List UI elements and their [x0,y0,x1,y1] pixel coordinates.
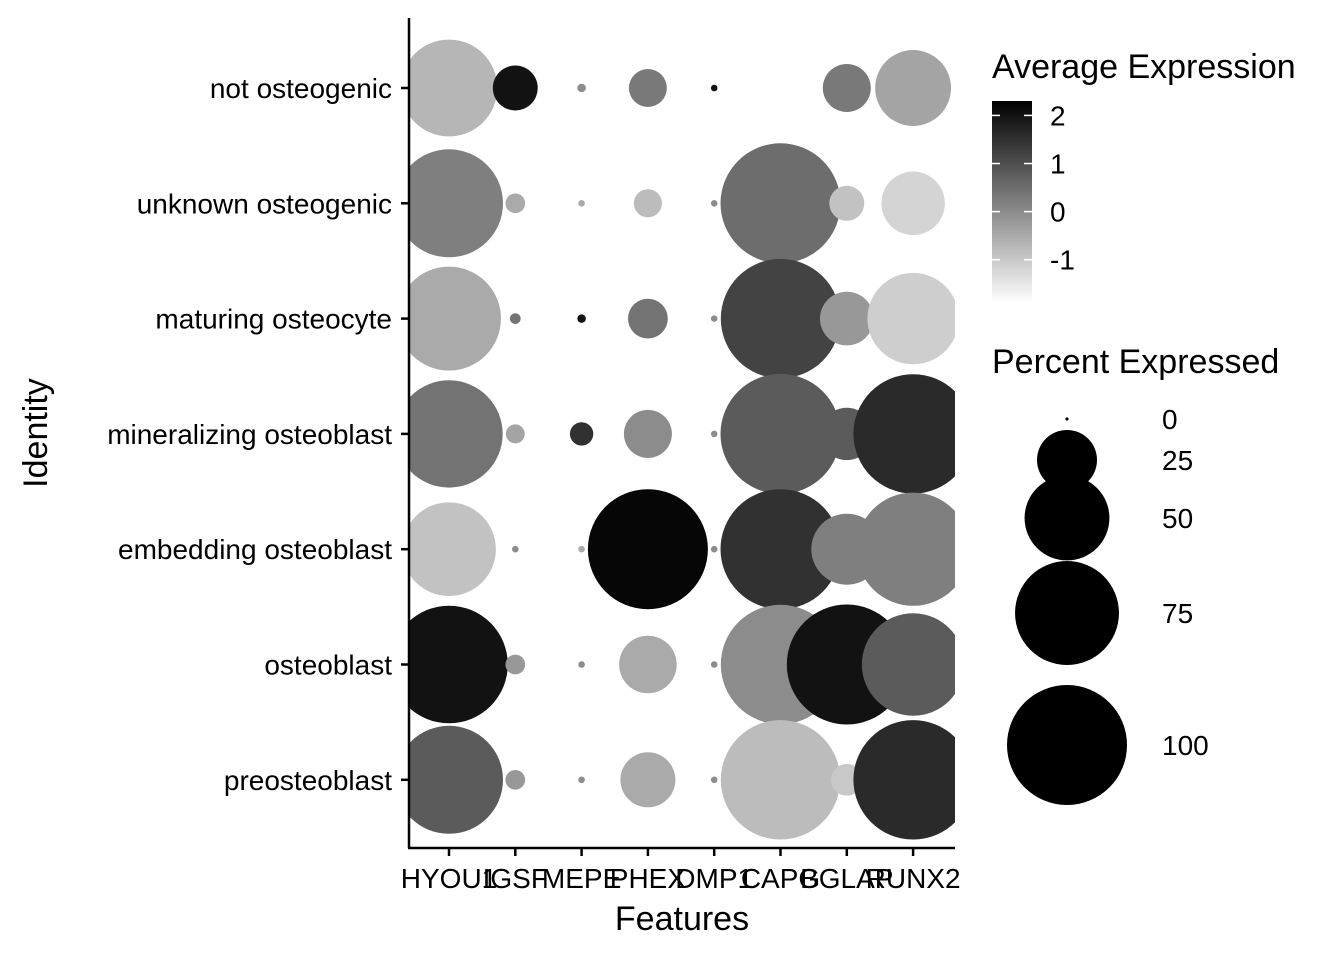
size-key-label: 0 [1162,404,1178,435]
dot-dmp1-not-osteogenic [710,84,718,92]
color-tick-label: -1 [1050,245,1075,276]
dot-dmp1-embedding-osteoblast [710,545,718,553]
dot-phex-mineralizing-osteoblast [623,409,672,458]
dot-igsf-mineralizing-osteoblast [505,424,525,444]
x-tick-label: HYOU1 [401,863,497,894]
dot-phex-osteoblast [619,635,677,694]
dot-runx2-not-osteogenic [875,50,952,126]
dot-mepe-maturing-osteocyte [577,314,586,323]
dot-phex-preosteoblast [620,752,676,808]
dot-runx2-unknown-osteogenic [881,171,945,236]
x-tick-label: DMP1 [675,863,753,894]
dot-dmp1-mineralizing-osteoblast [710,430,718,438]
dot-igsf-not-osteogenic [492,65,538,111]
y-tick-label: maturing osteocyte [155,304,392,335]
y-tick-label: preosteoblast [224,765,392,796]
color-bar [992,101,1032,303]
dot-hyou1-embedding-osteoblast [409,502,496,597]
dot-mepe-not-osteogenic [577,83,586,93]
dot-capg-maturing-osteocyte [720,258,841,379]
dot-hyou1-preosteoblast [409,725,503,834]
dot-capg-not-osteogenic [722,30,839,146]
y-tick-label: embedding osteoblast [118,534,392,565]
x-tick-label: BGLAP [800,863,893,894]
dot-phex-unknown-osteogenic [633,189,662,218]
dot-capg-mineralizing-osteoblast [720,373,841,494]
dot-hyou1-unknown-osteogenic [409,149,503,258]
dot-phex-not-osteogenic [628,69,667,107]
size-key-dot [1065,417,1069,421]
x-tick-label: IGSF [483,863,548,894]
size-key-label: 100 [1162,730,1209,761]
dot-igsf-embedding-osteoblast [512,545,519,553]
x-tick-label: PHEX [610,863,687,894]
dot-capg-unknown-osteogenic [720,143,841,264]
dot-dmp1-maturing-osteocyte [710,315,718,322]
dot-capg-embedding-osteoblast [720,489,841,610]
dot-mepe-embedding-osteoblast [578,545,585,553]
dot-bglap-maturing-osteocyte [819,291,874,346]
dot-bglap-not-osteogenic [822,64,871,112]
dot-runx2-mineralizing-osteoblast [853,374,955,494]
dot-runx2-osteoblast [861,613,955,716]
x-tick-label: MEPE [542,863,621,894]
dot-runx2-maturing-osteocyte [867,272,955,365]
x-tick-label: RUNX2 [866,863,961,894]
size-key-label: 50 [1162,503,1193,534]
dot-mepe-osteoblast [578,661,585,668]
dot-phex-maturing-osteocyte [628,298,668,339]
dot-igsf-preosteoblast [505,769,526,790]
size-key-dot [1024,475,1110,561]
dot-igsf-maturing-osteocyte [509,313,521,324]
dot-dmp1-preosteoblast [710,776,718,784]
color-legend-ticks: 2 1 0 -1 [992,100,1075,276]
dot-dmp1-unknown-osteogenic [710,200,718,207]
dot-bglap-unknown-osteogenic [829,185,865,221]
color-tick-label: 0 [1050,197,1066,228]
dot-runx2-preosteoblast [853,720,955,840]
y-ticks: not osteogenic unknown osteogenic maturing… [107,73,409,796]
size-key-dot [1037,430,1097,490]
dot-hyou1-not-osteogenic [409,39,498,137]
dot-hyou1-mineralizing-osteoblast [409,380,503,488]
y-tick-label: mineralizing osteoblast [107,419,392,450]
color-tick-label: 2 [1050,100,1066,131]
dot-mepe-unknown-osteogenic [578,200,585,207]
dots-layer [409,30,955,840]
dot-mepe-mineralizing-osteoblast [569,422,594,446]
size-legend-title: Percent Expressed [992,343,1279,381]
y-axis-title: Identity [17,378,55,488]
color-legend: Average Expression 2 1 0 -1 [992,48,1296,303]
dot-hyou1-maturing-osteocyte [409,266,501,371]
size-key-label: 25 [1162,445,1193,476]
size-key-label: 75 [1162,598,1193,629]
y-tick-label: osteoblast [264,650,392,681]
y-tick-label: not osteogenic [210,73,392,104]
y-tick-label: unknown osteogenic [137,188,392,219]
size-legend-keys: 0 25 50 75 100 [1007,404,1209,805]
size-key-dot [1007,685,1127,805]
dot-phex-embedding-osteoblast [587,489,708,610]
x-axis-title: Features [615,900,749,938]
dot-igsf-osteoblast [505,654,526,675]
size-key-dot [1015,561,1119,665]
size-legend: Percent Expressed 0 25 50 75 100 [992,343,1279,805]
dot-hyou1-osteoblast [409,605,508,724]
color-legend-title: Average Expression [992,48,1296,86]
dot-runx2-embedding-osteoblast [856,492,955,606]
dot-capg-preosteoblast [720,720,841,840]
dot-igsf-unknown-osteogenic [505,193,526,214]
dot-mepe-preosteoblast [578,776,585,784]
dot-dmp1-osteoblast [710,661,718,668]
color-tick-label: 1 [1050,149,1066,180]
x-tick-label: CAPG [741,863,820,894]
